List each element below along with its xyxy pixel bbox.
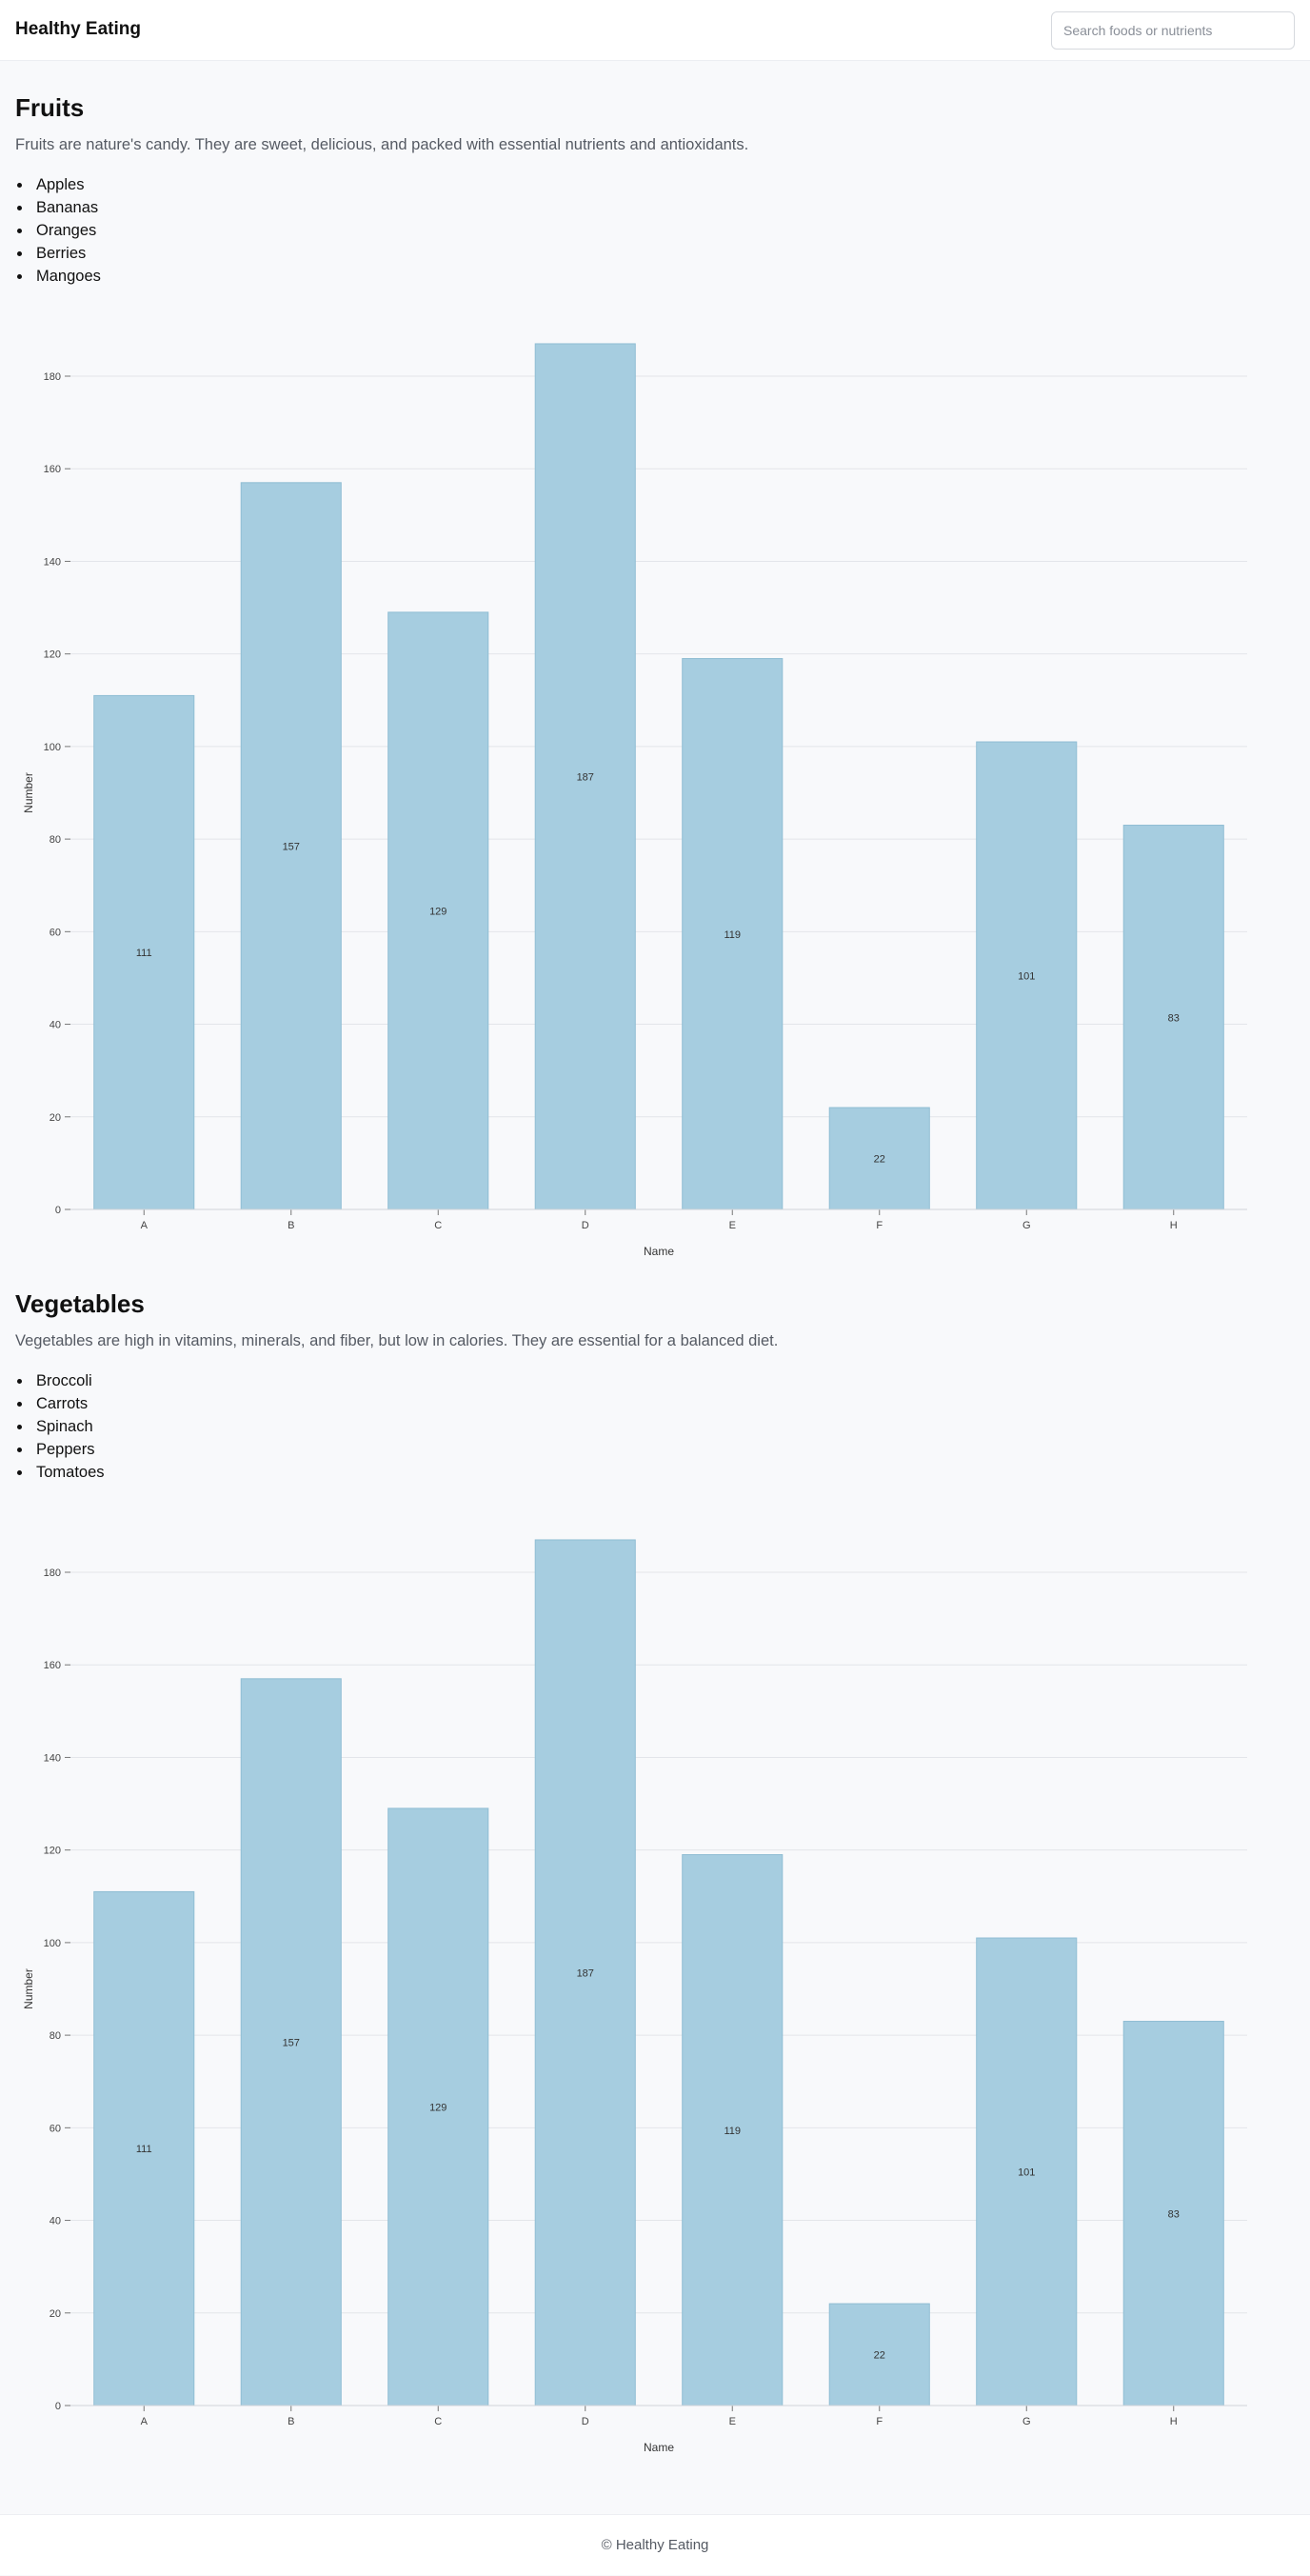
y-tick-label: 140 [44, 556, 61, 568]
y-axis-title: Number [22, 772, 35, 813]
x-tick-label: F [876, 1220, 883, 1231]
fruits-section: Fruits Fruits are nature's candy. They a… [15, 93, 1272, 288]
x-tick-label: C [434, 2416, 442, 2427]
list-item: Carrots [15, 1392, 1272, 1415]
y-tick-label: 20 [50, 1112, 61, 1124]
food-list: Apples Bananas Oranges Berries Mangoes [15, 173, 1272, 288]
data-label: 157 [283, 2037, 300, 2048]
y-tick-label: 80 [50, 834, 61, 846]
y-tick-label: 180 [44, 1568, 61, 1579]
y-tick-label: 20 [50, 2308, 61, 2320]
list-item: Bananas [15, 196, 1272, 219]
x-tick-label: C [434, 1220, 442, 1231]
list-item: Broccoli [15, 1369, 1272, 1392]
data-label: 157 [283, 841, 300, 852]
x-tick-label: E [729, 1220, 736, 1231]
x-tick-label: D [582, 2416, 589, 2427]
x-axis-title: Name [644, 2441, 674, 2454]
vegetables-bar-chart: 0 20 40 60 80 100 120 140 160 180 111 A 157 B 129 C 187 D… [0, 1501, 1310, 2472]
bar [240, 1678, 342, 2406]
x-tick-label: G [1022, 2416, 1031, 2427]
y-tick-label: 100 [44, 1938, 61, 1949]
data-label: 111 [136, 2144, 152, 2155]
x-tick-label: F [876, 2416, 883, 2427]
y-tick-label: 80 [50, 2030, 61, 2042]
page-footer: © Healthy Eating [0, 2514, 1310, 2575]
chart-svg: 0 20 40 60 80 100 120 140 160 180 111 A 157 B 129 C 187 D… [22, 1539, 1247, 2454]
bar [828, 1107, 930, 1210]
bar [387, 1807, 489, 2406]
x-tick-label: G [1022, 1220, 1031, 1231]
y-tick-label: 0 [55, 1205, 61, 1216]
y-tick-label: 120 [44, 1846, 61, 1857]
bar [93, 694, 195, 1210]
data-label: 22 [874, 1154, 885, 1166]
list-item: Tomatoes [15, 1461, 1272, 1484]
data-label: 101 [1018, 971, 1035, 983]
list-item: Mangoes [15, 265, 1272, 288]
data-label: 187 [577, 771, 594, 783]
bar [682, 658, 784, 1210]
list-item: Oranges [15, 219, 1272, 242]
brand-title[interactable]: Healthy Eating [15, 19, 141, 39]
bar [534, 343, 636, 1210]
bar [534, 1539, 636, 2406]
data-label: 187 [577, 1967, 594, 1979]
y-tick-label: 160 [44, 464, 61, 475]
footer-text: © Healthy Eating [601, 2537, 709, 2553]
y-tick-label: 180 [44, 371, 61, 383]
data-label: 101 [1018, 2167, 1035, 2179]
x-axis-title: Name [644, 1245, 674, 1258]
data-label: 22 [874, 2350, 885, 2362]
y-tick-label: 100 [44, 742, 61, 753]
food-list: Broccoli Carrots Spinach Peppers Tomatoe… [15, 1369, 1272, 1484]
section-title: Fruits [15, 93, 85, 122]
bar [682, 1854, 784, 2406]
x-tick-label: E [729, 2416, 736, 2427]
data-label: 129 [429, 2102, 447, 2113]
bar [976, 741, 1078, 1210]
y-tick-label: 140 [44, 1752, 61, 1764]
x-tick-label: H [1170, 1220, 1178, 1231]
y-tick-label: 40 [50, 2216, 61, 2227]
data-label: 83 [1168, 2208, 1180, 2220]
y-tick-label: 60 [50, 927, 61, 938]
list-item: Spinach [15, 1415, 1272, 1438]
search-input[interactable] [1051, 11, 1295, 50]
section-title: Vegetables [15, 1289, 145, 1318]
x-tick-label: A [141, 1220, 149, 1231]
chart-svg: 0 20 40 60 80 100 120 140 160 180 111 A 157 B 129 C 187 D… [22, 343, 1247, 1258]
bar [387, 611, 489, 1210]
bar [828, 2303, 930, 2406]
y-tick-label: 0 [55, 2401, 61, 2412]
bar [976, 1937, 1078, 2406]
data-label: 119 [724, 929, 741, 941]
top-header: Healthy Eating [0, 0, 1310, 61]
data-label: 83 [1168, 1012, 1180, 1024]
x-tick-label: B [288, 1220, 294, 1231]
y-tick-label: 160 [44, 1660, 61, 1671]
vegetables-section: Vegetables Vegetables are high in vitami… [15, 1289, 1272, 1484]
x-tick-label: B [288, 2416, 294, 2427]
data-label: 111 [136, 948, 152, 959]
data-label: 129 [429, 906, 447, 917]
y-axis-title: Number [22, 1968, 35, 2009]
list-item: Apples [15, 173, 1272, 196]
x-tick-label: A [141, 2416, 149, 2427]
data-label: 119 [724, 2126, 741, 2137]
x-tick-label: H [1170, 2416, 1178, 2427]
y-tick-label: 60 [50, 2123, 61, 2134]
x-tick-label: D [582, 1220, 589, 1231]
list-item: Berries [15, 242, 1272, 265]
bar [1122, 825, 1224, 1210]
y-tick-label: 120 [44, 649, 61, 661]
bar [93, 1890, 195, 2406]
y-tick-label: 40 [50, 1020, 61, 1031]
section-description: Vegetables are high in vitamins, mineral… [15, 1332, 779, 1349]
list-item: Peppers [15, 1438, 1272, 1461]
bar [240, 482, 342, 1210]
fruits-bar-chart: 0 20 40 60 80 100 120 140 160 180 111 A 157 B 129 C 187 D… [0, 305, 1310, 1276]
section-description: Fruits are nature's candy. They are swee… [15, 136, 749, 153]
